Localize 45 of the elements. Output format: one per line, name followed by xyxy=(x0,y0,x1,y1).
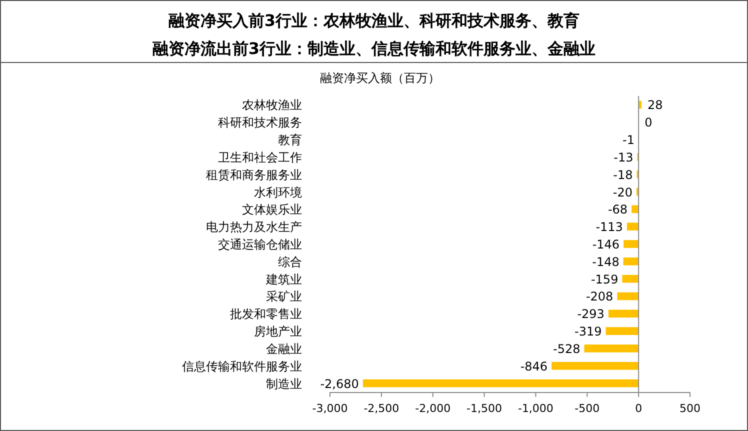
y-tick-label: 金融业 xyxy=(266,342,302,356)
y-tick-label: 采矿业 xyxy=(266,290,302,304)
data-label: -208 xyxy=(586,290,614,304)
y-tick-label: 房地产业 xyxy=(254,324,302,339)
x-tick-label: -500 xyxy=(574,402,600,415)
data-label: -146 xyxy=(592,238,620,252)
y-tick-label: 制造业 xyxy=(266,376,302,391)
x-tick-label: -1,000 xyxy=(518,402,554,415)
x-tick-label: -3,000 xyxy=(312,402,348,415)
y-tick-label: 卫生和社会工作 xyxy=(218,150,302,164)
data-label: -846 xyxy=(520,359,548,374)
y-tick-label: 文体娱乐业 xyxy=(242,202,302,217)
y-tick-label: 批发和零售业 xyxy=(230,307,302,322)
y-tick-label: 电力热力及水生产 xyxy=(206,220,302,234)
y-tick-label: 建筑业 xyxy=(265,272,302,286)
data-label: -1 xyxy=(622,133,634,148)
data-label: -2,680 xyxy=(320,376,359,391)
x-tick-label: 500 xyxy=(680,402,700,415)
x-tick-label: -2,000 xyxy=(415,402,451,415)
data-label: -293 xyxy=(577,307,604,322)
y-tick-label: 水利环境 xyxy=(254,185,302,200)
data-label: -68 xyxy=(608,202,628,217)
data-label: -319 xyxy=(574,324,602,339)
x-tick-label: 0 xyxy=(635,402,642,415)
data-label: -13 xyxy=(614,150,634,164)
data-label: -148 xyxy=(592,254,620,269)
y-tick-label: 信息传输和软件服务业 xyxy=(182,359,302,374)
data-label: 28 xyxy=(647,98,663,112)
text: 融资净买入额（百万） xyxy=(320,71,440,85)
y-tick-label: 科研和技术服务 xyxy=(218,116,302,130)
y-tick-label: 综合 xyxy=(278,254,302,269)
data-label: -528 xyxy=(553,342,580,356)
x-tick-label: -1,500 xyxy=(466,402,502,415)
y-tick-label: 农林牧渔业 xyxy=(242,98,302,112)
data-label: -18 xyxy=(613,168,633,182)
y-tick-label: 租赁和商务服务业 xyxy=(206,168,302,182)
data-label: -20 xyxy=(612,185,633,200)
chart-subtitle: 融资净流出前3行业：制造业、信息传输和软件服务业、金融业 xyxy=(152,39,596,58)
y-tick-label: 教育 xyxy=(278,133,302,148)
y-tick-label: 交通运输仓储业 xyxy=(218,238,302,252)
data-label: -113 xyxy=(596,220,623,234)
chart-title: 融资净买入前3行业：农林牧渔业、科研和技术服务、教育 xyxy=(168,11,580,30)
data-label: -159 xyxy=(590,272,618,286)
data-label: 0 xyxy=(644,116,652,130)
x-tick-label: -2,500 xyxy=(364,402,400,415)
